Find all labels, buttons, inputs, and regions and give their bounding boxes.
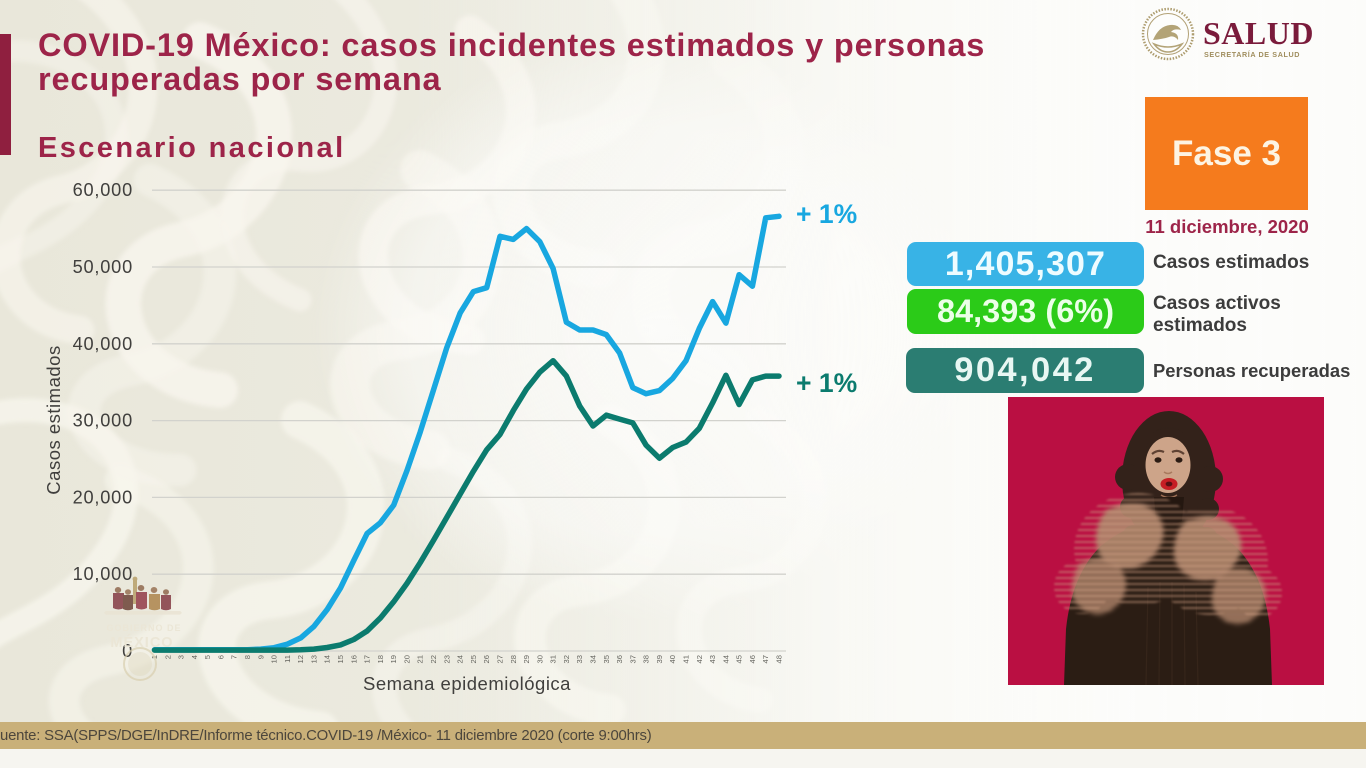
svg-text:SECRETARÍA DE SALUD: SECRETARÍA DE SALUD (1204, 50, 1300, 59)
svg-text:35: 35 (602, 655, 611, 663)
svg-text:31: 31 (549, 655, 558, 663)
svg-text:8: 8 (243, 655, 252, 659)
svg-text:11: 11 (283, 655, 292, 663)
svg-text:22: 22 (429, 655, 438, 663)
svg-text:16: 16 (349, 655, 358, 663)
svg-text:30,000: 30,000 (73, 411, 133, 431)
svg-text:4: 4 (190, 655, 199, 659)
svg-text:50,000: 50,000 (73, 257, 133, 277)
svg-text:48: 48 (775, 655, 784, 663)
svg-text:27: 27 (496, 655, 505, 663)
svg-text:10,000: 10,000 (73, 564, 133, 584)
svg-text:30: 30 (535, 655, 544, 663)
svg-text:40: 40 (668, 655, 677, 663)
svg-text:5: 5 (203, 655, 212, 659)
svg-text:19: 19 (389, 655, 398, 663)
svg-text:13: 13 (309, 655, 318, 663)
svg-text:44: 44 (721, 655, 730, 663)
svg-text:20: 20 (403, 655, 412, 663)
svg-text:60,000: 60,000 (73, 180, 133, 200)
svg-text:43: 43 (708, 655, 717, 663)
svg-text:3: 3 (177, 655, 186, 659)
svg-text:28: 28 (509, 655, 518, 663)
svg-text:Casos estimados: Casos estimados (43, 345, 64, 494)
svg-text:36: 36 (615, 655, 624, 663)
svg-text:24: 24 (456, 655, 465, 663)
svg-text:6: 6 (216, 655, 225, 659)
svg-text:20,000: 20,000 (73, 487, 133, 507)
svg-text:21: 21 (416, 655, 425, 663)
svg-text:18: 18 (376, 655, 385, 663)
svg-text:46: 46 (748, 655, 757, 663)
svg-text:42: 42 (695, 655, 704, 663)
svg-text:2: 2 (163, 655, 172, 659)
svg-text:25: 25 (469, 655, 478, 663)
svg-text:+ 1%: + 1% (796, 368, 857, 398)
svg-text:+ 1%: + 1% (796, 199, 857, 229)
svg-text:9: 9 (256, 655, 265, 659)
svg-text:10: 10 (270, 655, 279, 663)
svg-text:47: 47 (761, 655, 770, 663)
svg-text:14: 14 (323, 655, 332, 663)
svg-text:39: 39 (655, 655, 664, 663)
svg-text:17: 17 (363, 655, 372, 663)
svg-text:12: 12 (296, 655, 305, 663)
svg-text:41: 41 (682, 655, 691, 663)
svg-text:SALUD: SALUD (1203, 15, 1314, 51)
svg-text:MÉXICO: MÉXICO (110, 634, 173, 651)
svg-text:38: 38 (642, 655, 651, 663)
svg-text:26: 26 (482, 655, 491, 663)
svg-text:33: 33 (575, 655, 584, 663)
svg-text:15: 15 (336, 655, 345, 663)
svg-text:37: 37 (628, 655, 637, 663)
svg-text:45: 45 (735, 655, 744, 663)
svg-text:40,000: 40,000 (73, 334, 133, 354)
svg-text:23: 23 (442, 655, 451, 663)
svg-text:GOBIERNO DE: GOBIERNO DE (106, 623, 181, 633)
svg-text:Semana epidemiológica: Semana epidemiológica (363, 673, 571, 694)
svg-text:7: 7 (230, 655, 239, 659)
svg-text:29: 29 (522, 655, 531, 663)
svg-text:0: 0 (122, 641, 133, 661)
svg-text:32: 32 (562, 655, 571, 663)
svg-text:34: 34 (589, 655, 598, 663)
